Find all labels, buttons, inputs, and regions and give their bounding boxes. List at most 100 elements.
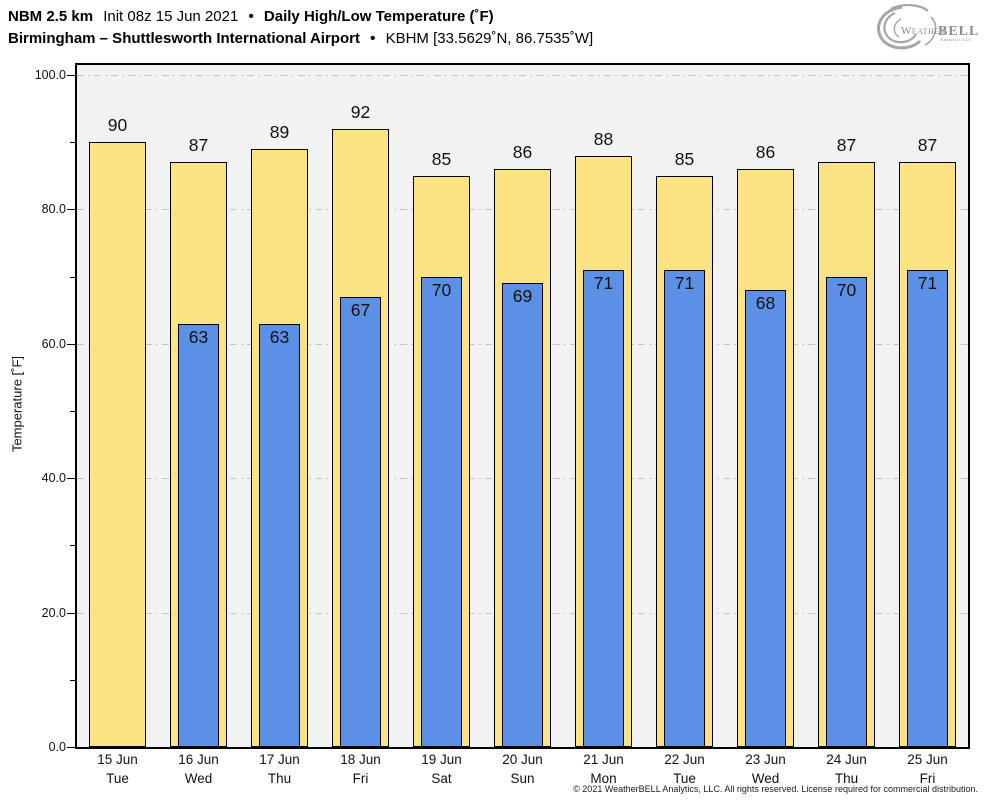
- high-value-label: 85: [431, 148, 452, 169]
- location-name: Birmingham – Shuttlesworth International…: [8, 30, 360, 47]
- x-label-weekday: Sat: [431, 771, 452, 786]
- init-time: Init 08z 15 Jun 2021: [103, 8, 239, 25]
- x-label-weekday: Mon: [590, 771, 617, 786]
- subtitle-separator: •: [370, 30, 376, 47]
- y-major-tick-40: [67, 478, 75, 480]
- x-label-weekday: Wed: [184, 771, 213, 786]
- x-label-weekday: Thu: [267, 771, 292, 786]
- logo-text-weather: Weather: [901, 25, 946, 37]
- low-bar-21-Jun: [583, 269, 624, 747]
- y-minor-tick-10: [70, 679, 75, 681]
- high-value-label: 86: [755, 142, 776, 163]
- high-value-label: 92: [350, 101, 371, 122]
- logo-text-analytics: Analytics LLC: [940, 37, 972, 42]
- y-minor-tick-90: [70, 142, 75, 144]
- x-label-weekday: Tue: [673, 771, 696, 786]
- x-label-25-Jun: 25 Jun Fri: [907, 750, 948, 788]
- y-major-tick-80: [67, 209, 75, 211]
- model-name: NBM 2.5 km: [8, 8, 94, 25]
- y-axis-title: Temperature [˚F]: [9, 355, 25, 453]
- x-label-18-Jun: 18 Jun Fri: [340, 750, 381, 788]
- x-label-date: 20 Jun: [502, 752, 543, 767]
- x-label-21-Jun: 21 Jun Mon: [583, 750, 624, 788]
- y-tick-label-100: 100.0: [34, 68, 66, 82]
- high-value-label: 87: [836, 135, 857, 156]
- low-value-label: 68: [755, 293, 776, 314]
- low-value-label: 67: [350, 299, 371, 320]
- low-bar-18-Jun: [340, 296, 381, 747]
- x-label-weekday: Thu: [834, 771, 859, 786]
- gridline-100: [77, 75, 968, 76]
- x-label-date: 24 Jun: [826, 752, 867, 767]
- low-bar-23-Jun: [745, 290, 786, 747]
- low-value-label: 70: [836, 279, 857, 300]
- low-value-label: 71: [917, 272, 938, 293]
- logo-text-bell: BELL: [938, 24, 979, 39]
- low-bar-25-Jun: [907, 269, 948, 747]
- y-major-tick-20: [67, 612, 75, 614]
- hurricane-swirl-icon: Weather BELL Analytics LLC: [877, 4, 979, 50]
- weatherbell-logo: Weather BELL Analytics LLC: [868, 2, 980, 50]
- x-label-date: 19 Jun: [421, 752, 462, 767]
- x-label-15-Jun: 15 Jun Tue: [97, 750, 138, 788]
- x-label-weekday: Sun: [510, 771, 535, 786]
- y-tick-label-60: 60.0: [41, 336, 66, 351]
- low-value-label: 71: [674, 272, 695, 293]
- y-tick-label-40: 40.0: [41, 471, 66, 486]
- high-value-label: 86: [512, 142, 533, 163]
- y-major-tick-100: [67, 75, 75, 76]
- x-label-16-Jun: 16 Jun Wed: [178, 750, 219, 788]
- product-name: Daily High/Low Temperature (˚F): [263, 8, 494, 25]
- low-bar-17-Jun: [259, 323, 300, 747]
- x-label-23-Jun: 23 Jun Wed: [745, 750, 786, 788]
- x-label-weekday: Tue: [106, 771, 129, 786]
- high-value-label: 90: [107, 115, 128, 136]
- high-value-label: 88: [593, 128, 614, 149]
- low-bar-20-Jun: [502, 283, 543, 747]
- copyright-notice: © 2021 WeatherBELL Analytics, LLC. All r…: [573, 784, 978, 794]
- low-value-label: 71: [593, 272, 614, 293]
- title-line-2: Birmingham – Shuttlesworth International…: [8, 28, 593, 50]
- y-major-tick-0: [67, 747, 75, 748]
- x-label-weekday: Fri: [919, 771, 936, 786]
- high-value-label: 87: [917, 135, 938, 156]
- x-label-date: 25 Jun: [907, 752, 948, 767]
- low-bar-24-Jun: [826, 276, 867, 747]
- x-label-weekday: Wed: [751, 771, 780, 786]
- x-label-17-Jun: 17 Jun Thu: [259, 750, 300, 788]
- low-bar-16-Jun: [178, 323, 219, 747]
- y-major-tick-60: [67, 343, 75, 345]
- x-label-date: 18 Jun: [340, 752, 381, 767]
- y-tick-label-0: 0.0: [48, 740, 66, 754]
- low-bar-22-Jun: [664, 269, 705, 747]
- high-bar-15-Jun: [89, 142, 146, 747]
- chart-header: NBM 2.5 km Init 08z 15 Jun 2021 • Daily …: [8, 6, 593, 50]
- y-minor-tick-30: [70, 545, 75, 547]
- x-label-date: 16 Jun: [178, 752, 219, 767]
- title-separator: •: [248, 8, 254, 25]
- x-label-19-Jun: 19 Jun Sat: [421, 750, 462, 788]
- plot-area: 90 87 63 89 63 92 67 85 70 86 69 88 71 85 71 86 68 87 70 87…: [75, 63, 970, 749]
- x-label-date: 22 Jun: [664, 752, 705, 767]
- high-value-label: 87: [188, 135, 209, 156]
- x-label-date: 17 Jun: [259, 752, 300, 767]
- title-line-1: NBM 2.5 km Init 08z 15 Jun 2021 • Daily …: [8, 6, 593, 28]
- x-label-20-Jun: 20 Jun Sun: [502, 750, 543, 788]
- x-label-24-Jun: 24 Jun Thu: [826, 750, 867, 788]
- x-label-date: 21 Jun: [583, 752, 624, 767]
- y-tick-label-20: 20.0: [41, 605, 66, 620]
- low-value-label: 69: [512, 286, 533, 307]
- y-minor-tick-50: [70, 411, 75, 412]
- x-label-date: 15 Jun: [97, 752, 138, 767]
- y-tick-label-80: 80.0: [41, 202, 66, 217]
- x-label-22-Jun: 22 Jun Tue: [664, 750, 705, 788]
- station-id: KBHM [33.5629˚N, 86.7535˚W]: [385, 30, 594, 47]
- x-label-date: 23 Jun: [745, 752, 786, 767]
- x-label-weekday: Fri: [352, 771, 369, 786]
- low-value-label: 63: [269, 326, 290, 347]
- high-value-label: 85: [674, 148, 695, 169]
- high-value-label: 89: [269, 121, 290, 142]
- y-minor-tick-70: [70, 276, 75, 278]
- low-value-label: 63: [188, 326, 209, 347]
